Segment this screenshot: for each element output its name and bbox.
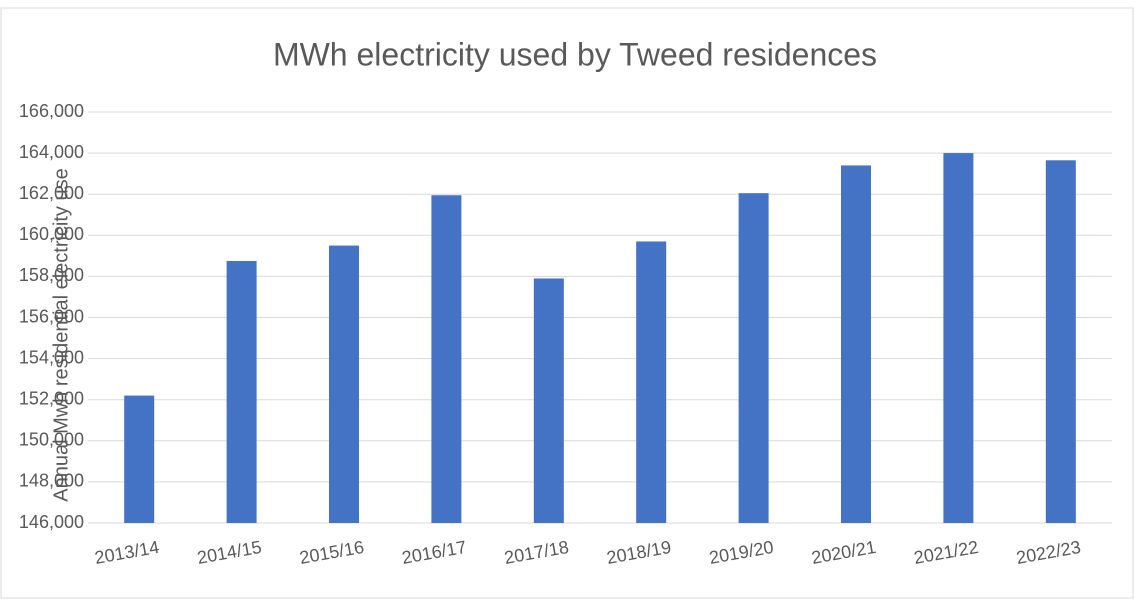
y-tick-label: 160,000 (19, 224, 84, 244)
y-axis-label: Annual Mwh residential electricity use (50, 168, 72, 502)
bar (738, 193, 769, 524)
y-tick-label: 146,000 (19, 512, 84, 532)
y-tick-label: 158,000 (19, 265, 84, 285)
y-tick-label: 148,000 (19, 471, 84, 491)
bar (533, 278, 564, 523)
y-tick-label: 162,000 (19, 183, 84, 203)
bar (431, 195, 462, 524)
bar (226, 260, 257, 523)
chart-title: MWh electricity used by Tweed residences (273, 36, 877, 72)
bar (329, 245, 359, 523)
bar (636, 241, 667, 523)
y-tick-label: 164,000 (19, 142, 84, 162)
y-tick-label: 150,000 (19, 430, 84, 450)
bar (124, 395, 155, 523)
bar (943, 153, 974, 523)
y-tick-label: 166,000 (19, 101, 84, 121)
bar (1045, 160, 1076, 524)
bar (841, 165, 871, 523)
y-tick-label: 156,000 (19, 306, 84, 326)
y-tick-label: 154,000 (19, 347, 84, 367)
y-tick-label: 152,000 (19, 388, 84, 408)
